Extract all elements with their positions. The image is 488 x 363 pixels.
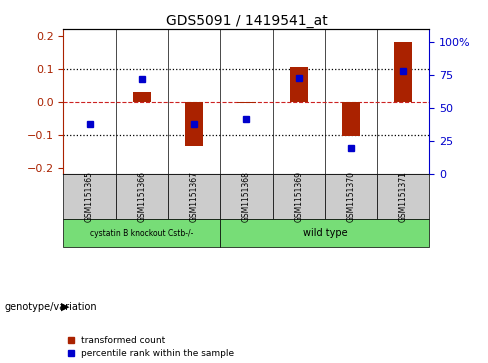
Bar bbox=[325, 174, 377, 219]
Bar bbox=[185, 102, 203, 146]
Text: ▶: ▶ bbox=[61, 302, 69, 312]
Bar bbox=[273, 174, 325, 219]
Text: GSM1151368: GSM1151368 bbox=[242, 171, 251, 222]
Bar bbox=[220, 174, 273, 219]
Bar bbox=[63, 174, 116, 219]
Legend: transformed count, percentile rank within the sample: transformed count, percentile rank withi… bbox=[68, 336, 235, 359]
Bar bbox=[289, 67, 308, 102]
Bar bbox=[394, 42, 412, 102]
Bar bbox=[342, 102, 360, 136]
Bar bbox=[133, 92, 151, 102]
Bar bbox=[377, 174, 429, 219]
Text: GSM1151366: GSM1151366 bbox=[137, 171, 146, 222]
Bar bbox=[116, 174, 168, 219]
Text: GSM1151371: GSM1151371 bbox=[399, 171, 408, 222]
Title: GDS5091 / 1419541_at: GDS5091 / 1419541_at bbox=[165, 14, 327, 28]
Bar bbox=[237, 102, 256, 103]
Bar bbox=[220, 219, 429, 247]
Bar bbox=[168, 174, 220, 219]
Text: cystatin B knockout Cstb-/-: cystatin B knockout Cstb-/- bbox=[90, 229, 194, 237]
Text: genotype/variation: genotype/variation bbox=[5, 302, 98, 312]
Bar bbox=[63, 219, 220, 247]
Text: GSM1151367: GSM1151367 bbox=[190, 171, 199, 222]
Text: GSM1151365: GSM1151365 bbox=[85, 171, 94, 222]
Text: wild type: wild type bbox=[303, 228, 347, 238]
Text: GSM1151370: GSM1151370 bbox=[346, 171, 356, 222]
Text: GSM1151369: GSM1151369 bbox=[294, 171, 303, 222]
